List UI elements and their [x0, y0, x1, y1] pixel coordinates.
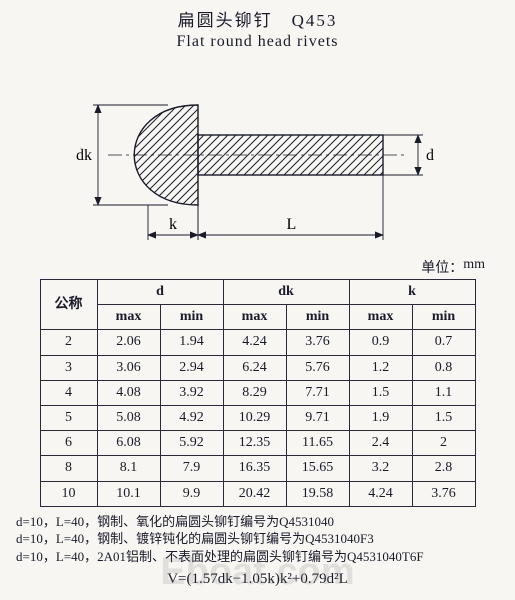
table-cell: 2.94: [160, 355, 223, 380]
table-cell: 4.24: [349, 481, 412, 506]
table-cell: 0.7: [412, 330, 475, 355]
table-row: 33.062.946.245.761.20.8: [40, 355, 475, 380]
rivet-diagram: dk d k L: [68, 55, 448, 255]
table-cell: 3.2: [349, 456, 412, 481]
table-cell: 3.06: [97, 355, 160, 380]
volume-formula: V=(1.57dk−1.05k)k²+0.79d²L: [0, 571, 515, 588]
table-cell: 10: [40, 481, 97, 506]
table-row: 1010.19.920.4219.584.243.76: [40, 481, 475, 506]
table-cell: 1.94: [160, 330, 223, 355]
table-cell: 4.24: [223, 330, 286, 355]
table-cell: 3: [40, 355, 97, 380]
page-root: 扁圆头铆钉 Q453 Flat round head rivets: [0, 0, 515, 600]
table-cell: 1.2: [349, 355, 412, 380]
table-row: 22.061.944.243.760.90.7: [40, 330, 475, 355]
table-cell: 5: [40, 405, 97, 430]
svg-text:dk: dk: [76, 147, 92, 164]
header-d: d: [97, 280, 223, 305]
table-cell: 2.06: [97, 330, 160, 355]
table-cell: 8: [40, 456, 97, 481]
table-cell: 1.5: [412, 405, 475, 430]
notes-block: d=10，L=40，钢制、氧化的扁圆头铆钉编号为Q4531040d=10，L=4…: [0, 513, 515, 566]
table-cell: 4: [40, 380, 97, 405]
unit-row: 单位： mm: [0, 257, 515, 277]
sub-dk-max: max: [223, 305, 286, 330]
table-cell: 19.58: [286, 481, 349, 506]
table-cell: 3.76: [412, 481, 475, 506]
header-nominal: 公称: [40, 280, 97, 330]
table-cell: 20.42: [223, 481, 286, 506]
table-row: 66.085.9212.3511.652.42: [40, 431, 475, 456]
table-cell: 10.29: [223, 405, 286, 430]
table-row: 44.083.928.297.711.51.1: [40, 380, 475, 405]
table-header-row-2: max min max min max min: [40, 305, 475, 330]
table-cell: 2.8: [412, 456, 475, 481]
table-cell: 3.92: [160, 380, 223, 405]
table-cell: 8.1: [97, 456, 160, 481]
table-cell: 5.92: [160, 431, 223, 456]
note-line: d=10，L=40，2A01铝制、不表面处理的扁圆头铆钉编号为Q4531040T…: [16, 548, 515, 566]
sub-dk-min: min: [286, 305, 349, 330]
table-cell: 5.08: [97, 405, 160, 430]
table-cell: 0.8: [412, 355, 475, 380]
sub-d-max: max: [97, 305, 160, 330]
table-row: 55.084.9210.299.711.91.5: [40, 405, 475, 430]
table-cell: 6.08: [97, 431, 160, 456]
note-line: d=10，L=40，钢制、镀锌钝化的扁圆头铆钉编号为Q4531040F3: [16, 530, 515, 548]
table-cell: 7.9: [160, 456, 223, 481]
dimension-table: 公称 d dk k max min max min max min 22.061…: [40, 279, 476, 507]
table-header-row-1: 公称 d dk k: [40, 280, 475, 305]
table-cell: 11.65: [286, 431, 349, 456]
sub-k-min: min: [412, 305, 475, 330]
table-cell: 2: [412, 431, 475, 456]
table-cell: 3.76: [286, 330, 349, 355]
table-cell: 9.9: [160, 481, 223, 506]
header-dk: dk: [223, 280, 349, 305]
table-cell: 12.35: [223, 431, 286, 456]
svg-text:L: L: [286, 216, 296, 233]
table-cell: 6: [40, 431, 97, 456]
note-line: d=10，L=40，钢制、氧化的扁圆头铆钉编号为Q4531040: [16, 513, 515, 531]
table-row: 88.17.916.3515.653.22.8: [40, 456, 475, 481]
sub-d-min: min: [160, 305, 223, 330]
table-cell: 8.29: [223, 380, 286, 405]
table-cell: 4.92: [160, 405, 223, 430]
unit-prefix: 单位：: [421, 257, 463, 277]
table-cell: 16.35: [223, 456, 286, 481]
table-cell: 4.08: [97, 380, 160, 405]
table-cell: 1.1: [412, 380, 475, 405]
table-cell: 1.5: [349, 380, 412, 405]
table-cell: 7.71: [286, 380, 349, 405]
svg-text:d: d: [426, 147, 434, 164]
header-k: k: [349, 280, 475, 305]
table-cell: 2: [40, 330, 97, 355]
dimension-table-container: 公称 d dk k max min max min max min 22.061…: [0, 279, 515, 507]
technical-diagram-container: dk d k L: [0, 55, 515, 255]
unit-value: mm: [463, 257, 485, 277]
table-cell: 9.71: [286, 405, 349, 430]
table-cell: 0.9: [349, 330, 412, 355]
table-cell: 2.4: [349, 431, 412, 456]
title-english: Flat round head rivets: [0, 33, 515, 51]
table-cell: 6.24: [223, 355, 286, 380]
sub-k-max: max: [349, 305, 412, 330]
table-cell: 5.76: [286, 355, 349, 380]
title-chinese: 扁圆头铆钉 Q453: [0, 0, 515, 31]
table-cell: 1.9: [349, 405, 412, 430]
table-cell: 10.1: [97, 481, 160, 506]
table-cell: 15.65: [286, 456, 349, 481]
svg-text:k: k: [169, 216, 177, 233]
